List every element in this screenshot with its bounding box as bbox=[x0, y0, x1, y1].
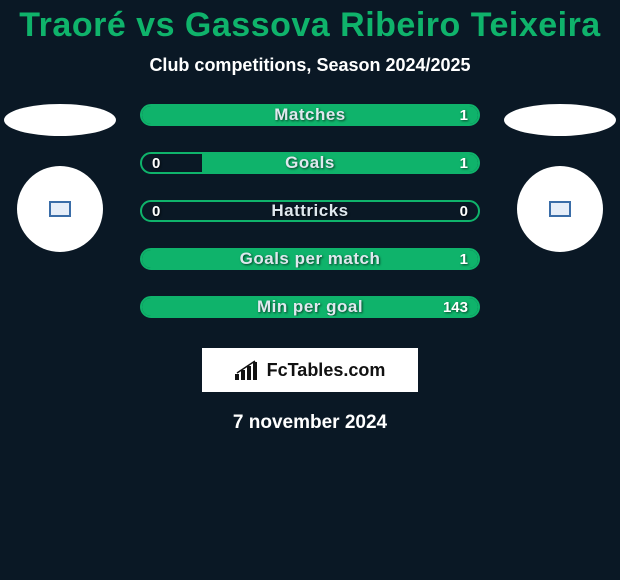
attribution-text: FcTables.com bbox=[267, 360, 386, 381]
stat-bar-label: Matches bbox=[142, 105, 478, 125]
player-left-name-placeholder bbox=[4, 104, 116, 136]
page-title: Traoré vs Gassova Ribeiro Teixeira bbox=[0, 0, 620, 45]
player-left-avatar bbox=[17, 166, 103, 252]
date-label: 7 november 2024 bbox=[0, 412, 620, 434]
stat-bar-label: Goals per match bbox=[142, 249, 478, 269]
stat-bar-value-left: 0 bbox=[142, 202, 170, 220]
stat-bar: Goals per match1 bbox=[140, 248, 480, 270]
stat-bar-value-right: 1 bbox=[450, 154, 478, 172]
player-left-column bbox=[0, 104, 120, 252]
page-subtitle: Club competitions, Season 2024/2025 bbox=[0, 55, 620, 76]
stat-bar-value-right: 1 bbox=[450, 106, 478, 124]
stat-bar: Min per goal143 bbox=[140, 296, 480, 318]
stat-bar-value-right: 0 bbox=[450, 202, 478, 220]
stat-bar-label: Hattricks bbox=[142, 201, 478, 221]
stat-bar-label: Min per goal bbox=[142, 297, 478, 317]
comparison-panel: Matches1Goals01Hattricks00Goals per matc… bbox=[0, 104, 620, 318]
stat-bar-value-left: 0 bbox=[142, 154, 170, 172]
attribution-badge: FcTables.com bbox=[202, 348, 418, 392]
stat-bar-label: Goals bbox=[142, 153, 478, 173]
avatar-placeholder-icon bbox=[549, 201, 571, 217]
stat-bar: Hattricks0 0 bbox=[140, 200, 480, 222]
stat-bar: Goals0 1 bbox=[140, 152, 480, 174]
bar-chart-icon bbox=[235, 360, 261, 380]
stat-bar-value-right: 1 bbox=[450, 250, 478, 268]
player-right-column bbox=[500, 104, 620, 252]
stat-bars: Matches1Goals01Hattricks00Goals per matc… bbox=[140, 104, 480, 318]
stat-bar-value-right: 143 bbox=[433, 298, 478, 316]
player-right-avatar bbox=[517, 166, 603, 252]
player-right-name-placeholder bbox=[504, 104, 616, 136]
stat-bar: Matches1 bbox=[140, 104, 480, 126]
avatar-placeholder-icon bbox=[49, 201, 71, 217]
